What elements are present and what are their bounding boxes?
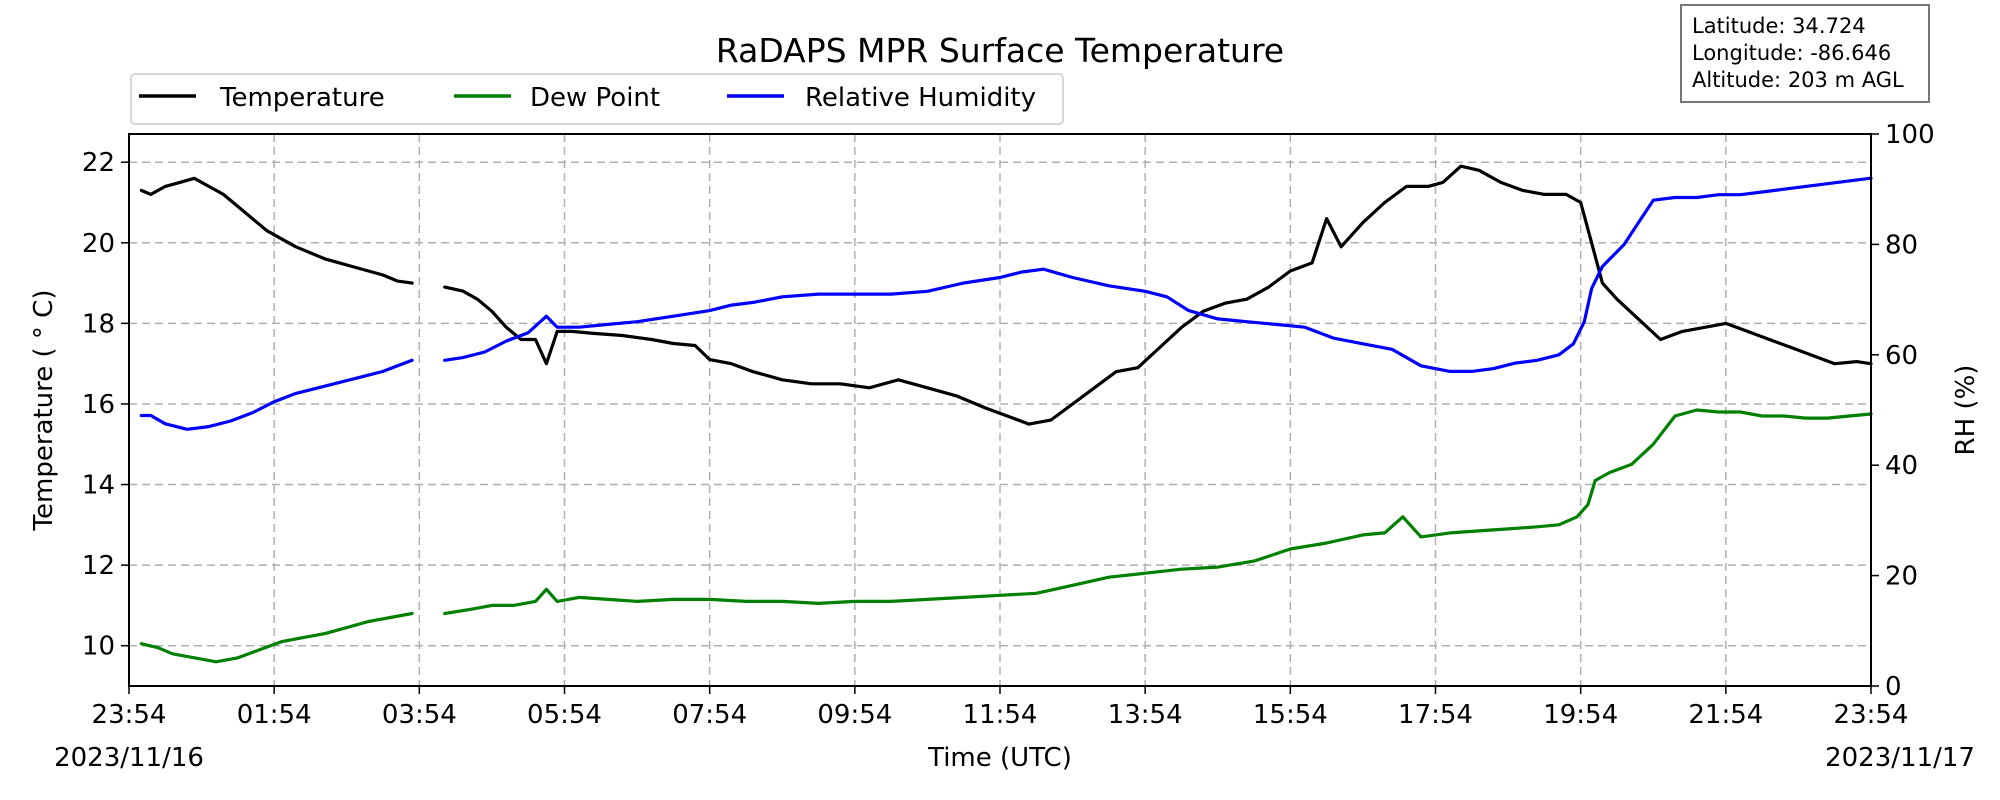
- x-tick-label: 19:54: [1543, 700, 1618, 730]
- series-line-relative-humidity: [139, 358, 414, 431]
- data-lines: [139, 164, 1873, 664]
- x-start-date: 2023/11/16: [54, 743, 204, 773]
- x-tick-label: 11:54: [963, 700, 1038, 730]
- series-line-temperature: [139, 176, 414, 285]
- y-left-tick-label: 12: [82, 551, 115, 581]
- y-right-tick-label: 60: [1885, 341, 1918, 371]
- y-axis-right-label: RH (%): [1951, 365, 1981, 456]
- series-line-dew-point: [139, 611, 414, 664]
- plot-area: [128, 133, 1873, 687]
- legend-label-temperature: Temperature: [219, 83, 385, 113]
- y-axis-left: 10 12 14 16 18 20 22: [82, 148, 129, 662]
- legend-box: [130, 73, 1064, 125]
- legend-label-dew-point: Dew Point: [530, 83, 660, 113]
- x-tick-label: 15:54: [1253, 700, 1328, 730]
- info-box: Latitude: 34.724 Longitude: -86.646 Alti…: [1680, 4, 1930, 103]
- x-tick-label: 09:54: [817, 700, 892, 730]
- series-line-dew-point: [443, 408, 1873, 616]
- y-left-tick-label: 18: [82, 309, 115, 339]
- info-longitude: Longitude: -86.646: [1692, 41, 1891, 65]
- y-right-tick-label: 80: [1885, 230, 1918, 260]
- x-tick-label: 03:54: [382, 700, 457, 730]
- series-line-relative-humidity: [443, 176, 1873, 373]
- x-tick-label: 05:54: [527, 700, 602, 730]
- x-tick-label: 23:54: [1834, 700, 1909, 730]
- y-axis-left-label: Temperature ( ° C): [29, 290, 59, 532]
- y-right-tick-label: 0: [1885, 672, 1902, 702]
- y-left-tick-label: 16: [82, 390, 115, 420]
- x-tick-label: 01:54: [237, 700, 312, 730]
- x-tick-label: 21:54: [1688, 700, 1763, 730]
- y-left-tick-label: 20: [82, 229, 115, 259]
- grid-lines: [129, 134, 1871, 686]
- legend-label-relative-humidity: Relative Humidity: [805, 83, 1036, 113]
- y-right-tick-label: 100: [1885, 120, 1935, 150]
- y-left-tick-label: 22: [82, 148, 115, 178]
- x-tick-label: 13:54: [1108, 700, 1183, 730]
- y-right-tick-label: 20: [1885, 562, 1918, 592]
- legend: Temperature Dew Point Relative Humidity: [130, 73, 1064, 125]
- info-box-frame: [1680, 4, 1930, 103]
- x-end-date: 2023/11/17: [1825, 743, 1975, 773]
- y-right-tick-label: 40: [1885, 451, 1918, 481]
- x-tick-label: 23:54: [92, 700, 167, 730]
- x-tick-label: 17:54: [1398, 700, 1473, 730]
- y-left-tick-label: 10: [82, 632, 115, 662]
- x-axis: 23:54 01:54 03:54 05:54 07:54 09:54 11:54 13:54…: [92, 686, 1909, 730]
- x-tick-label: 07:54: [672, 700, 747, 730]
- y-axis-right: 0 20 40 60 80 100: [1871, 120, 1935, 702]
- series-line-temperature: [443, 164, 1873, 426]
- info-latitude: Latitude: 34.724: [1692, 14, 1866, 38]
- chart-title: RaDAPS MPR Surface Temperature: [716, 31, 1284, 70]
- info-altitude: Altitude: 203 m AGL: [1692, 68, 1904, 92]
- y-left-tick-label: 14: [82, 471, 115, 501]
- x-axis-label: Time (UTC): [927, 743, 1072, 773]
